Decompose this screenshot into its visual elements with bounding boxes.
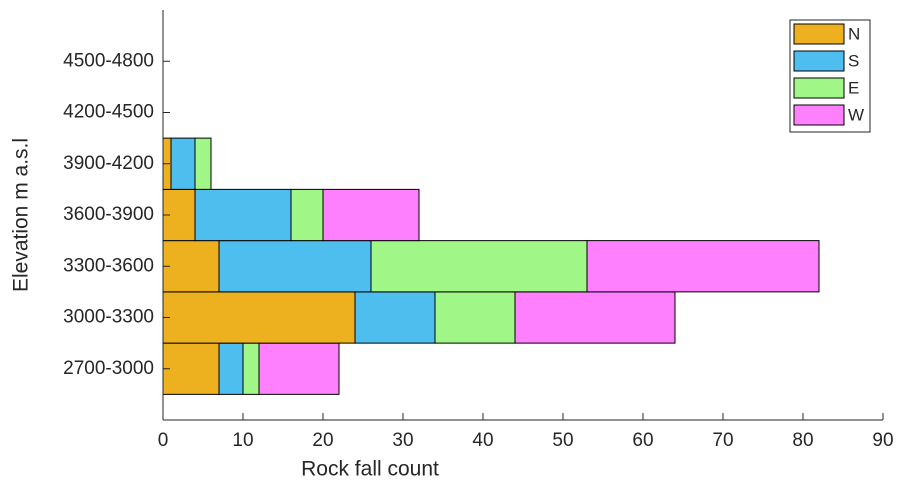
x-tick-label: 90	[872, 430, 893, 451]
bar-segment	[218, 240, 372, 293]
legend-swatch	[793, 23, 845, 45]
bar-segment	[194, 137, 212, 190]
bar-segment	[514, 291, 676, 344]
bar-segment	[258, 342, 340, 395]
bar-segment	[194, 188, 292, 242]
x-tick-label: 10	[232, 430, 253, 451]
x-tick-label: 40	[472, 430, 493, 451]
x-tick-label: 60	[632, 430, 653, 451]
y-tick-label: 4500-4800	[63, 50, 154, 71]
x-tick-label: 20	[312, 430, 333, 451]
legend-swatch	[793, 50, 845, 72]
bar-segment	[322, 188, 420, 242]
y-tick-label: 3900-4200	[63, 153, 154, 174]
y-tick-label: 3300-3600	[63, 255, 154, 276]
bar-segment	[162, 291, 356, 344]
legend-label: E	[848, 78, 859, 97]
bar-segment	[434, 291, 516, 344]
x-tick-label: 0	[158, 430, 169, 451]
y-tick-label: 4200-4500	[63, 102, 154, 123]
x-tick-label: 50	[552, 430, 573, 451]
bar-segment	[170, 137, 196, 190]
legend-label: S	[848, 51, 859, 70]
y-tick-label: 3000-3300	[63, 307, 154, 328]
x-tick-label: 80	[792, 430, 813, 451]
bar-segment	[162, 342, 220, 395]
bar-segment	[242, 342, 260, 395]
x-tick-label: 70	[712, 430, 733, 451]
legend-swatch	[793, 77, 845, 99]
x-tick-label: 30	[392, 430, 413, 451]
bar-segment	[290, 188, 324, 242]
legend-label: W	[848, 105, 864, 124]
y-tick-label: 3600-3900	[63, 204, 154, 225]
legend-swatch	[793, 104, 845, 126]
legend-label: N	[848, 24, 860, 43]
y-axis-label: Elevation m a.s.l	[10, 138, 33, 292]
bar-segment	[162, 240, 220, 293]
bar-segment	[218, 342, 244, 395]
bar-segment	[370, 240, 588, 293]
bar-segment	[586, 240, 820, 293]
bar-segment	[354, 291, 436, 344]
y-tick-label: 2700-3000	[63, 358, 154, 379]
x-axis-label: Rock fall count	[301, 458, 439, 481]
